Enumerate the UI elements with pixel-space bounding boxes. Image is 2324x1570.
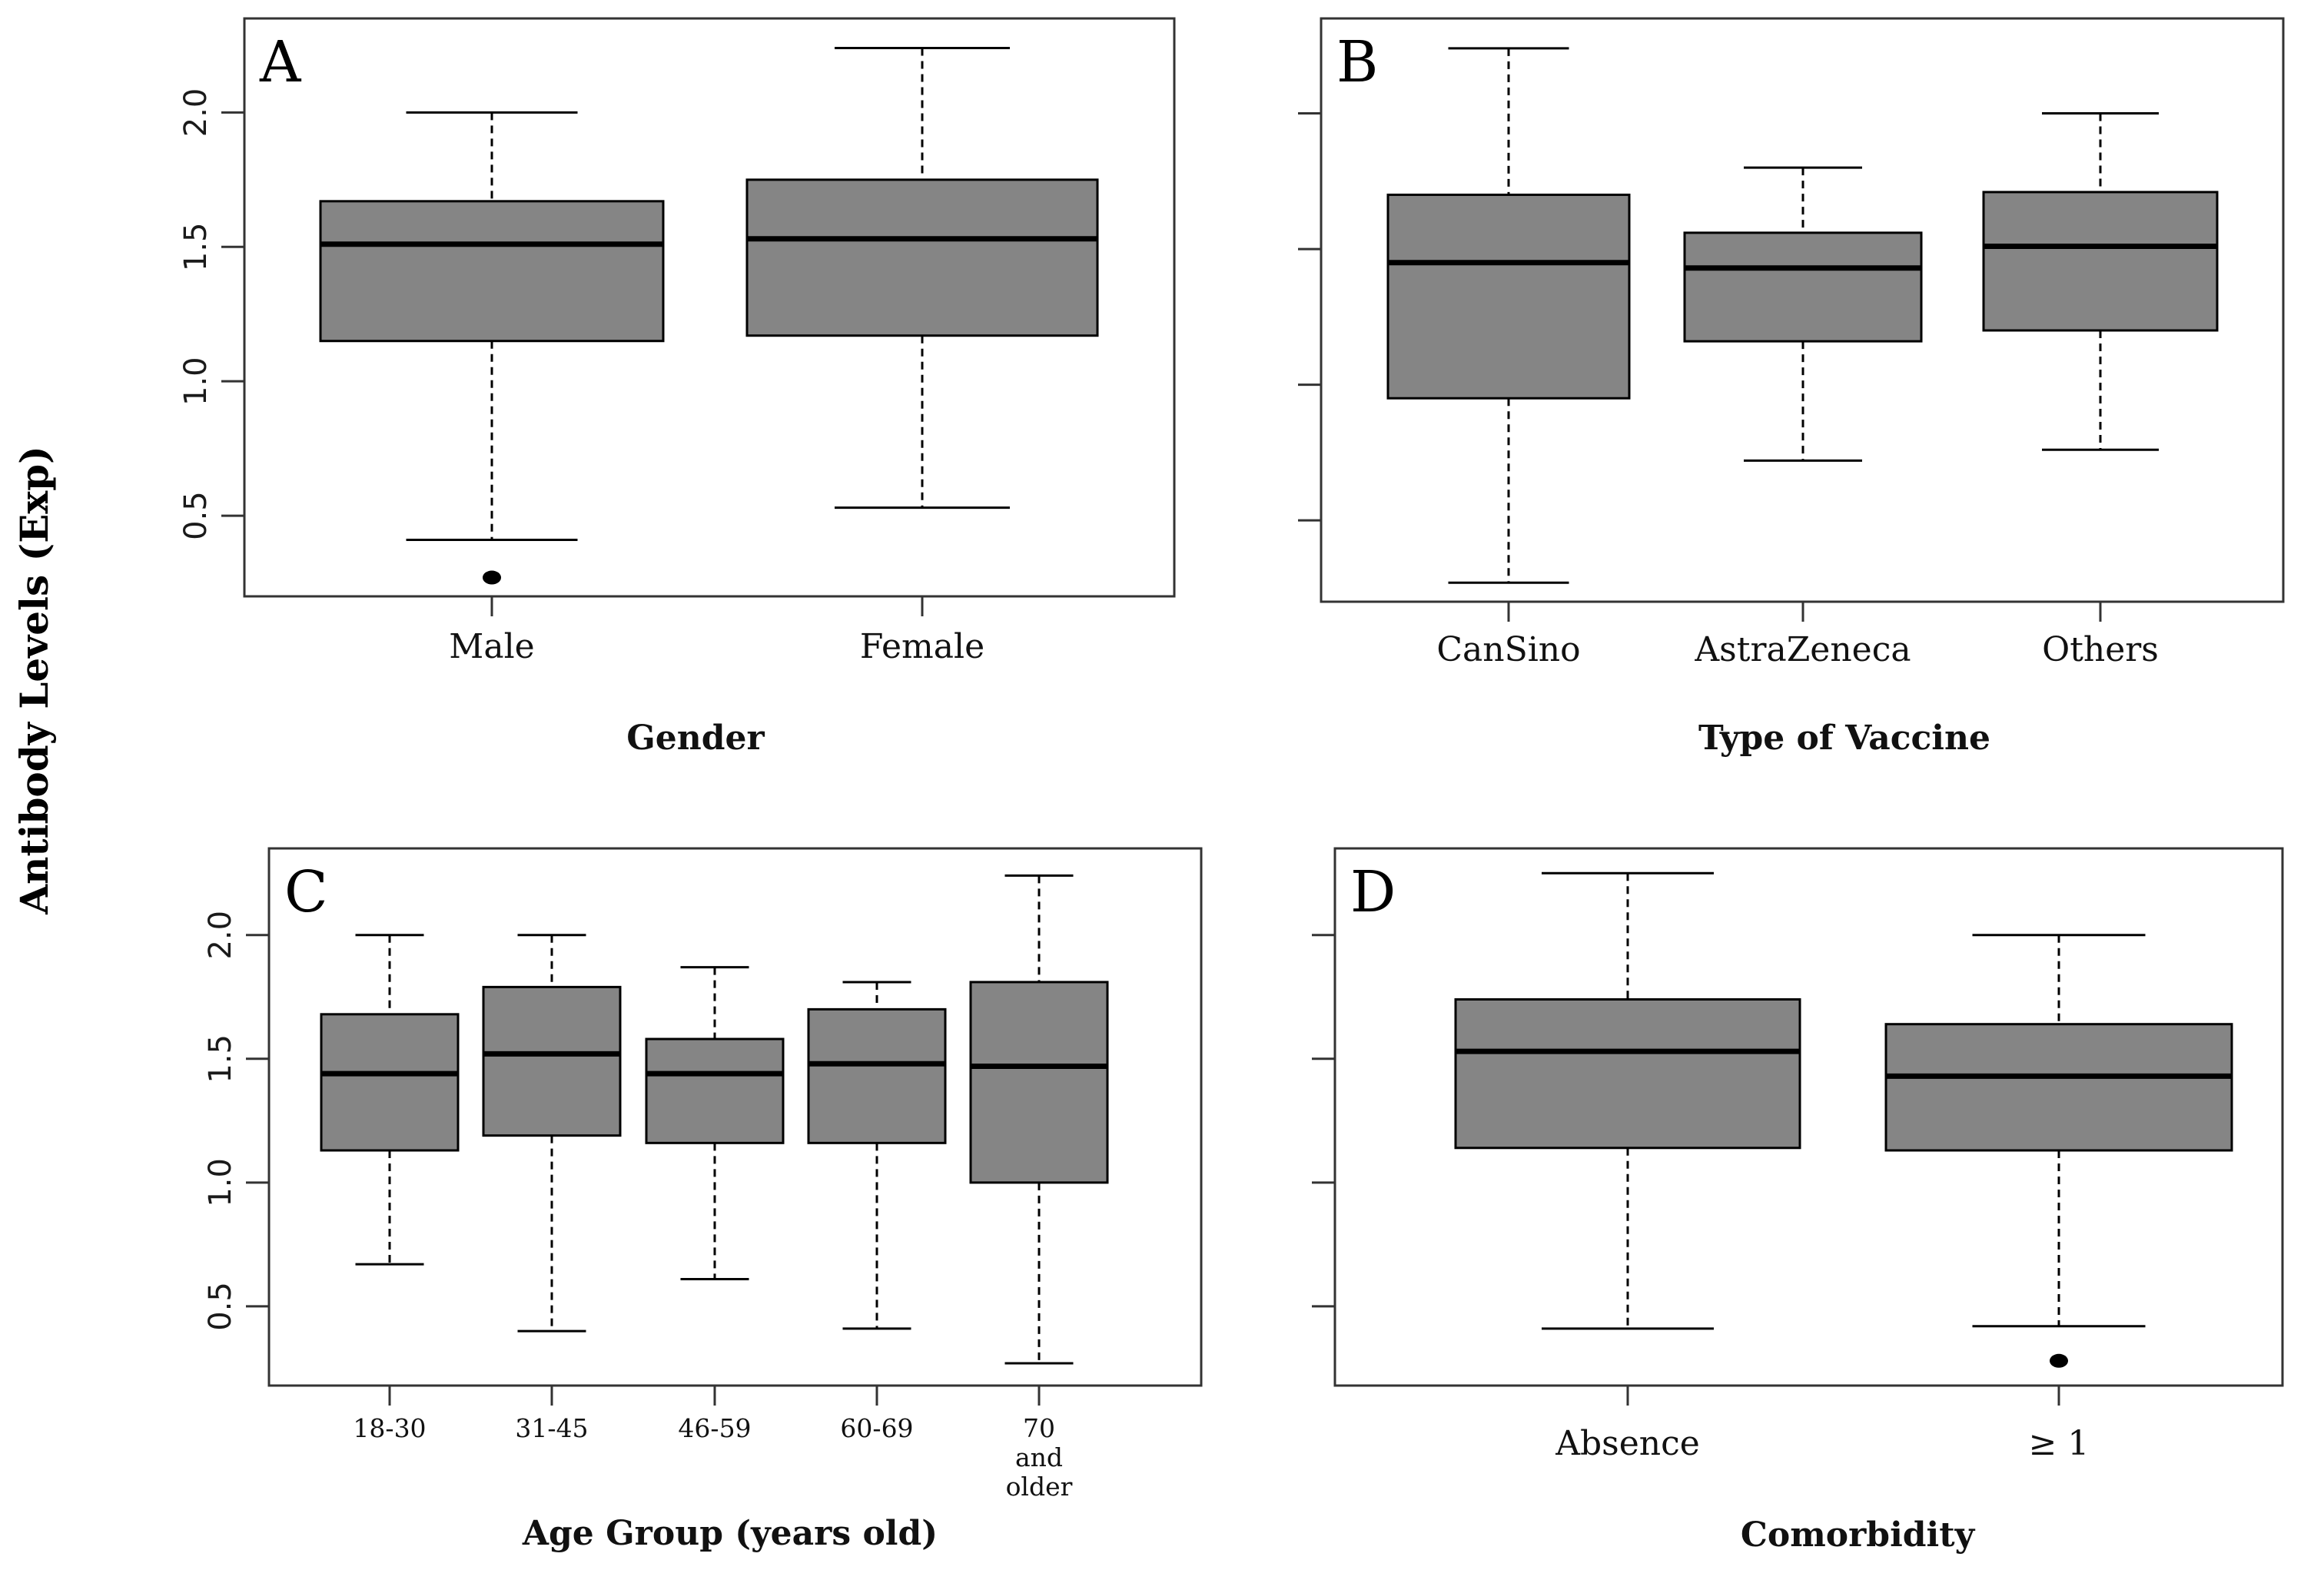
box-B-2 — [1982, 191, 2219, 332]
box-A-0 — [319, 200, 665, 343]
category-label: 18-30 — [353, 1413, 426, 1443]
y-axis-title: Antibody Levels (Exp) — [12, 446, 57, 915]
box-A-1 — [745, 178, 1099, 337]
x-axis-title-A: Gender — [626, 719, 765, 758]
category-label: 60-69 — [840, 1413, 913, 1443]
y-tick-label: 0.5 — [203, 1282, 238, 1331]
category-label: Male — [449, 627, 534, 666]
y-tick-label: 1.5 — [178, 222, 214, 271]
y-tick-label: 0.5 — [178, 491, 214, 540]
y-tick-label: 2.0 — [203, 911, 238, 960]
box-D-0 — [1454, 997, 1801, 1150]
category-label: 31-45 — [515, 1413, 588, 1443]
panel-label-C: C — [284, 859, 328, 925]
y-tick-label: 1.0 — [203, 1158, 238, 1207]
category-label: AstraZeneca — [1694, 630, 1911, 669]
y-tick-label: 2.0 — [178, 88, 214, 138]
category-label: Female — [860, 627, 984, 666]
panel-frame-A — [243, 17, 1176, 598]
category-label: Others — [2042, 630, 2159, 669]
outlier-point — [2050, 1353, 2068, 1368]
y-tick-label: 1.0 — [178, 357, 214, 406]
category-label: 70 — [1023, 1413, 1055, 1443]
box-C-2 — [645, 1037, 785, 1144]
panel-frame-C — [267, 847, 1203, 1387]
box-C-1 — [482, 985, 622, 1137]
box-C-4 — [969, 981, 1109, 1184]
box-C-0 — [320, 1013, 460, 1152]
box-B-1 — [1683, 231, 1923, 343]
panel-frame-D — [1333, 847, 2284, 1387]
box-B-0 — [1386, 193, 1631, 400]
x-axis-title-D: Comorbidity — [1741, 1515, 1976, 1555]
panel-label-B: B — [1336, 29, 1378, 95]
y-tick-label: 1.5 — [203, 1034, 238, 1084]
category-label: 46-59 — [678, 1413, 751, 1443]
box-D-1 — [1884, 1023, 2233, 1152]
box-C-3 — [807, 1007, 947, 1144]
x-axis-title-B: Type of Vaccine — [1698, 719, 1990, 758]
category-label: CanSino — [1436, 630, 1580, 669]
category-label: and — [1015, 1442, 1063, 1472]
x-axis-title-C: Age Group (years old) — [522, 1514, 938, 1553]
outlier-point — [483, 570, 501, 585]
category-label: ≥ 1 — [2029, 1424, 2090, 1463]
category-label: Absence — [1555, 1424, 1700, 1463]
panel-label-A: A — [259, 29, 302, 95]
category-label: older — [1006, 1472, 1073, 1502]
panel-label-D: D — [1350, 859, 1396, 925]
